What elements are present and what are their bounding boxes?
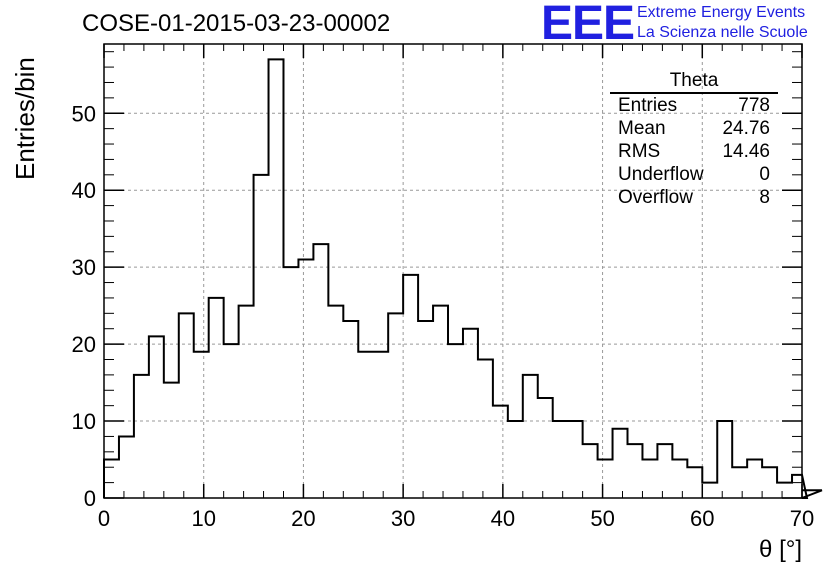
histogram-bin [613,429,628,498]
stats-value: 24.76 [722,118,770,139]
histogram-bin [523,375,538,498]
histogram-bin [478,359,493,498]
axis-ticks [103,44,803,499]
histogram-bin [553,421,568,498]
stats-value: 8 [759,187,770,208]
stats-label: Underflow [618,164,704,185]
x-tick-label: 40 [491,506,515,531]
chart-title: COSE-01-2015-03-23-00002 [82,10,391,37]
stats-title: Theta [610,70,778,94]
stats-row-underflow: Underflow 0 [610,163,778,186]
histogram-bin [717,421,732,498]
x-tick-label: 30 [391,506,415,531]
histogram-bin [672,460,687,498]
histogram-bin [538,398,553,498]
histogram-bin [358,352,373,498]
stats-value: 14.46 [722,141,770,162]
y-tick-label: 30 [72,255,96,280]
y-tick-label: 20 [72,332,96,357]
histogram-bin [762,467,777,498]
histogram-bin [463,329,478,498]
stats-box: Theta Entries 778 Mean 24.76 RMS 14.46 U… [610,70,778,209]
histogram-bin [792,475,802,498]
stats-value: 778 [738,95,770,116]
histogram-bin [388,313,403,498]
histogram-outline [103,58,823,499]
histogram-bin [283,267,298,498]
histogram-bin [194,352,209,498]
histogram-bin [657,444,672,498]
histogram-bin [732,467,747,498]
histogram-bin [598,460,613,498]
histogram-bin [343,321,358,498]
histogram-bars [103,58,823,499]
stats-label: RMS [618,141,661,162]
plot-frame [103,43,803,499]
histogram-bin [777,483,792,498]
x-tick-label: 20 [291,506,315,531]
x-tick-label: 10 [191,506,215,531]
stats-label: Entries [618,95,678,116]
axis-tick-labels: 0 10 20 30 40 50 60 70 0 10 20 30 40 50 [72,101,815,531]
logo-line-1: Extreme Energy Events [637,4,806,21]
x-tick-label: 70 [790,506,814,531]
histogram-bin [433,306,448,498]
histogram-bin [119,436,134,498]
histogram-bin [104,460,119,498]
y-tick-label: 0 [84,486,96,511]
stats-label: Overflow [618,187,693,208]
histogram-bin [568,421,583,498]
histogram-bin [298,259,313,498]
histogram-bin [687,467,702,498]
histogram-bin [149,336,164,498]
histogram-bin [403,275,418,498]
histogram-bin [134,375,149,498]
histogram-bin [508,421,523,498]
x-tick-label: 50 [590,506,614,531]
stats-value: 0 [759,164,770,185]
histogram-bin [313,244,328,498]
histogram-bin [373,352,388,498]
logo-line-2: La Scienza nelle Scuole [637,24,808,41]
eee-logo-mark: EEE [541,0,635,50]
stats-row-entries: Entries 778 [610,94,778,117]
histogram-bin [747,460,762,498]
stats-row-mean: Mean 24.76 [610,117,778,140]
histogram-bin [239,306,254,498]
y-tick-label: 40 [72,178,96,203]
y-tick-label: 50 [72,101,96,126]
histogram-bin [628,444,643,498]
stats-label: Mean [618,118,666,139]
histogram-bin [179,313,194,498]
histogram-bin [269,59,284,498]
y-axis-label: Entries/bin [10,57,40,180]
histogram-bin [164,383,179,498]
stats-row-overflow: Overflow 8 [610,186,778,209]
stats-row-rms: RMS 14.46 [610,140,778,163]
x-tick-label: 0 [98,506,110,531]
x-tick-label: 60 [690,506,714,531]
histogram-bin [493,406,508,498]
histogram-bin [583,444,598,498]
y-tick-label: 10 [72,409,96,434]
histogram-bin [702,483,717,498]
histogram-bin [254,175,269,498]
histogram-bin [209,298,224,498]
histogram-bin [418,321,433,498]
histogram-bin [328,306,343,498]
x-axis-label: θ [°] [759,536,802,563]
histogram-bin [642,460,657,498]
